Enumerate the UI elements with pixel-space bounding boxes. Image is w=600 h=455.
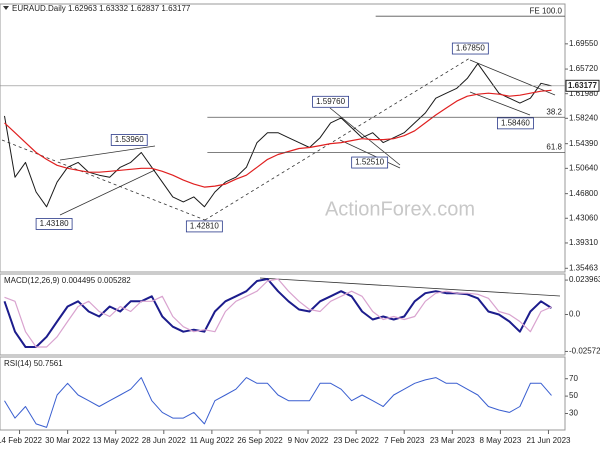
series-line: [3, 278, 553, 348]
x-tick-label: 21 Jun 2023: [526, 436, 571, 445]
annotation-label: 1.59760: [316, 97, 345, 106]
y-tick-label: 1.35463: [569, 263, 598, 272]
x-tick-label: 8 May 2023: [479, 436, 521, 445]
x-tick-label: 28 Jun 2022: [142, 436, 187, 445]
last-price-label: 1.63177: [568, 81, 597, 90]
x-tick-label: 9 Nov 2022: [288, 436, 329, 445]
trend-line: [339, 139, 401, 169]
y-tick-label: 1.65720: [569, 64, 598, 73]
annotation-label: 1.67850: [456, 44, 485, 53]
x-tick-label: 23 Mar 2023: [430, 436, 475, 445]
last-price-box: [565, 79, 600, 92]
annotation-box: [351, 156, 389, 169]
fib-label: 38.2: [546, 107, 562, 116]
y-tick-label: 0.023963: [569, 275, 600, 284]
trend-line: [59, 145, 156, 161]
chart-title: EURAUD.Daily 1.62963 1.63332 1.62837 1.6…: [12, 4, 191, 13]
series-line: [4, 89, 552, 188]
series-line: [4, 278, 552, 348]
series-line: [4, 377, 552, 428]
rsi-panel: [0, 356, 566, 431]
annotation-box: [312, 95, 349, 108]
annotation-label: 1.58460: [501, 118, 530, 127]
y-tick-label: 1.43060: [569, 213, 598, 222]
y-tick-label: 0.0: [569, 310, 581, 319]
y-tick-label: 50: [569, 391, 578, 400]
y-tick-label: 1.46800: [569, 189, 598, 198]
trend-line: [469, 91, 531, 116]
y-tick-label: 1.58240: [569, 113, 598, 122]
y-tick-label: -0.025726: [569, 347, 600, 356]
trend-line: [204, 57, 471, 221]
y-tick-label: 1.69550: [569, 39, 598, 48]
annotation-box: [35, 218, 73, 230]
y-tick-label: 70: [569, 374, 578, 383]
macd-panel: [0, 273, 566, 356]
annotation-label: 1.53960: [115, 135, 144, 144]
x-tick-label: 14 Feb 2022: [0, 436, 43, 445]
x-tick-label: 30 Mar 2022: [45, 436, 90, 445]
trend-line: [59, 169, 156, 216]
x-tick-label: 7 Feb 2023: [384, 436, 425, 445]
annotation-box: [451, 42, 489, 55]
trend-line: [469, 59, 556, 96]
series-line: [4, 63, 552, 208]
macd-label: MACD(12,26,9) 0.004495 0.005282: [4, 276, 131, 285]
x-tick-label: 23 Dec 2022: [333, 436, 379, 445]
fib-label: 61.8: [546, 143, 562, 152]
y-tick-label: 1.50640: [569, 163, 598, 172]
annotation-box: [185, 220, 223, 233]
trend-line: [1, 139, 206, 221]
menu-icon: [3, 6, 9, 10]
y-tick-label: 1.54390: [569, 139, 598, 148]
annotation-box: [497, 117, 534, 130]
x-tick-label: 26 Sep 2022: [237, 436, 283, 445]
y-tick-label: 1.61980: [569, 89, 598, 98]
annotation-label: 1.52510: [355, 158, 384, 167]
rsi-label: RSI(14) 50.7561: [4, 359, 63, 368]
annotation-label: 1.42810: [190, 222, 219, 231]
y-tick-label: 30: [569, 409, 578, 418]
watermark: ActionForex.com: [325, 198, 475, 220]
annotation-label: 1.43180: [40, 219, 69, 228]
annotation-box: [110, 134, 148, 146]
trend-line: [259, 277, 561, 297]
price-panel: [0, 3, 566, 273]
y-tick-label: 1.39310: [569, 238, 598, 247]
x-tick-label: 11 Aug 2022: [190, 436, 235, 445]
fib-label: FE 100.0: [530, 6, 563, 15]
x-tick-label: 13 May 2022: [93, 436, 140, 445]
